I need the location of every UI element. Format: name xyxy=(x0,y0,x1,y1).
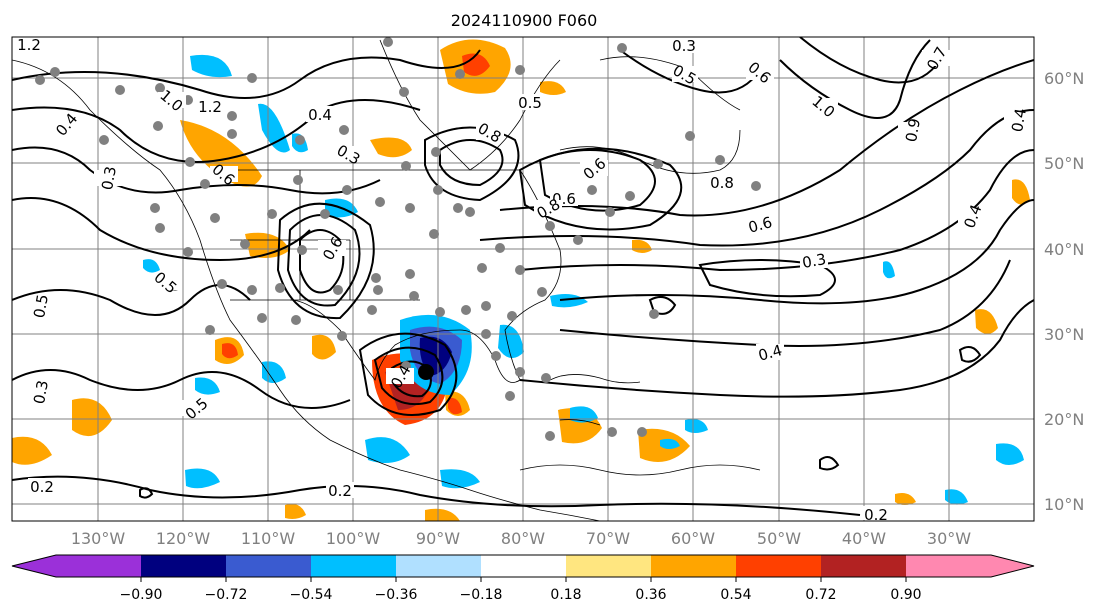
map-panel: 1.2 0.3 0.5 1.0 1.2 0.4 0.6 0.3 0.4 0.5 xyxy=(11,36,1035,524)
lat-label: 50°N xyxy=(1044,154,1084,173)
colorbar-tick-label: 0.90 xyxy=(890,587,921,603)
latitude-labels: 60°N 50°N 40°N 30°N 20°N 10°N xyxy=(1044,69,1084,514)
lat-label: 20°N xyxy=(1044,410,1084,429)
contour-label: 1.2 xyxy=(17,36,41,54)
contour-label: 0.5 xyxy=(518,94,542,112)
lon-label: 60°W xyxy=(671,529,715,548)
lon-label: 30°W xyxy=(927,529,971,548)
colorbar-segment xyxy=(991,555,1034,577)
lat-label: 60°N xyxy=(1044,69,1084,88)
lon-label: 110°W xyxy=(241,529,296,548)
contour-lines xyxy=(12,37,1034,516)
lon-label: 90°W xyxy=(416,529,460,548)
colorbar-tick-label: −0.54 xyxy=(290,587,333,603)
graticule xyxy=(12,37,1034,521)
lat-label: 10°N xyxy=(1044,495,1084,514)
contour-label: 0.3 xyxy=(30,379,52,406)
colorbar-tick-label: 0.18 xyxy=(550,587,581,603)
lon-label: 100°W xyxy=(326,529,381,548)
contour-label: 0.3 xyxy=(801,250,828,272)
colorbar: −0.90 −0.72 −0.54 −0.36 −0.18 0.18 0.36 … xyxy=(11,554,1035,603)
colorbar-ticks xyxy=(140,577,907,582)
map-frame xyxy=(11,36,1035,522)
lon-label: 120°W xyxy=(156,529,211,548)
colorbar-outline xyxy=(11,554,1035,578)
colorbar-segment xyxy=(651,555,736,577)
colorbar-tick-label: −0.90 xyxy=(120,587,163,603)
contour-label: 0.4 xyxy=(308,106,332,124)
lat-label: 40°N xyxy=(1044,240,1084,259)
contour-label: 0.3 xyxy=(98,165,120,192)
colorbar-tick-label: −0.18 xyxy=(460,587,503,603)
colorbar-segment xyxy=(821,555,906,577)
contour-label: 0.4 xyxy=(1008,107,1030,134)
longitude-labels: 130°W 120°W 110°W 100°W 90°W 80°W 70°W 6… xyxy=(71,529,971,548)
contour-label: 0.6 xyxy=(746,213,774,237)
lon-label: 50°W xyxy=(757,529,801,548)
colorbar-segment xyxy=(56,555,141,577)
contour-label: 0.2 xyxy=(30,478,54,496)
contour-label: 0.3 xyxy=(672,37,696,55)
contour-label: 0.8 xyxy=(710,174,734,192)
colorbar-segment xyxy=(141,555,226,577)
colorbar-tick-label: −0.36 xyxy=(375,587,418,603)
colorbar-segment xyxy=(481,555,566,577)
colorbar-segment xyxy=(566,555,651,577)
contour-label: 0.4 xyxy=(756,341,784,365)
colorbar-segment xyxy=(12,555,56,577)
colorbar-tick-label: 0.54 xyxy=(720,587,751,603)
colorbar-segment xyxy=(311,555,396,577)
colorbar-segment xyxy=(396,555,481,577)
colorbar-segment xyxy=(906,555,991,577)
contour-label: 0.5 xyxy=(30,293,52,320)
contour-label: 1.2 xyxy=(198,98,222,116)
colorbar-tick-label: 0.72 xyxy=(805,587,836,603)
contour-label: 0.2 xyxy=(864,506,888,524)
lon-label: 80°W xyxy=(501,529,545,548)
map-title: 2024110900 F060 xyxy=(451,11,598,30)
contour-label: 0.9 xyxy=(902,117,924,144)
contour-label: 0.2 xyxy=(328,482,352,500)
colorbar-tick-label: −0.72 xyxy=(205,587,248,603)
colorbar-tick-label: 0.36 xyxy=(635,587,666,603)
lon-label: 40°W xyxy=(842,529,886,548)
lat-label: 30°N xyxy=(1044,325,1084,344)
low-center-marker xyxy=(418,364,434,380)
colorbar-segment xyxy=(226,555,311,577)
station-dots xyxy=(35,37,761,441)
lon-label: 70°W xyxy=(586,529,630,548)
lon-label: 130°W xyxy=(71,529,126,548)
colorbar-segment xyxy=(736,555,821,577)
